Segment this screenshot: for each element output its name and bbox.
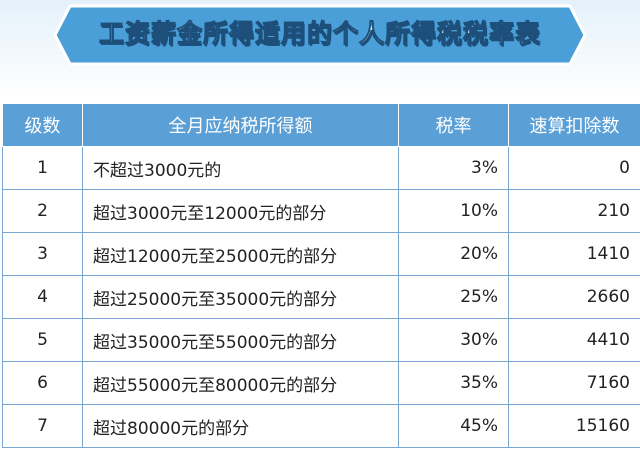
table-cell: 210 (508, 189, 640, 233)
table-cell: 35% (398, 361, 509, 405)
table-row: 2 超过3000元至12000元的部分 10% 210 (2, 189, 640, 233)
table-row: 1 不超过3000元的 3% 0 (2, 146, 640, 190)
table-cell: 6 (2, 361, 83, 405)
table-cell: 超过12000元至25000元的部分 (82, 232, 399, 276)
table-cell: 2 (2, 189, 83, 233)
title-banner (0, 0, 640, 100)
table-row: 7 超过80000元的部分 45% 15160 (2, 404, 640, 448)
header-row: 级数 全月应纳税所得额 税率 速算扣除数 (2, 103, 640, 147)
table-cell: 7 (2, 404, 83, 448)
table-cell: 25% (398, 275, 509, 319)
column-header: 级数 (2, 103, 83, 147)
table-cell: 4 (2, 275, 83, 319)
table-row: 3 超过12000元至25000元的部分 20% 1410 (2, 232, 640, 276)
table-cell: 超过3000元至12000元的部分 (82, 189, 399, 233)
column-header: 全月应纳税所得额 (82, 103, 399, 147)
title: 工资薪金所得适用的个人所得税税率表 (98, 19, 541, 49)
table-cell: 7160 (508, 361, 640, 405)
table-cell: 4410 (508, 318, 640, 362)
table-cell: 超过80000元的部分 (82, 404, 399, 448)
column-header: 税率 (398, 103, 509, 147)
table-row: 5 超过35000元至55000元的部分 30% 4410 (2, 318, 640, 362)
table-cell: 5 (2, 318, 83, 362)
table-cell: 10% (398, 189, 509, 233)
table-cell: 20% (398, 232, 509, 276)
table-cell: 3 (2, 232, 83, 276)
table-cell: 超过25000元至35000元的部分 (82, 275, 399, 319)
table-cell: 1 (2, 146, 83, 190)
table-cell: 不超过3000元的 (82, 146, 399, 190)
column-header: 速算扣除数 (508, 103, 640, 147)
table-cell: 2660 (508, 275, 640, 319)
table-cell: 超过35000元至55000元的部分 (82, 318, 399, 362)
table-cell: 0 (508, 146, 640, 190)
tax-table: 级数 全月应纳税所得额 税率 速算扣除数 1 不超过3000元的 3% 0 2 超过3000元至… (2, 103, 640, 448)
table-row: 6 超过55000元至80000元的部分 35% 7160 (2, 361, 640, 405)
table-cell: 30% (398, 318, 509, 362)
table-cell: 3% (398, 146, 509, 190)
table-cell: 超过55000元至80000元的部分 (82, 361, 399, 405)
table-cell: 15160 (508, 404, 640, 448)
table-row: 4 超过25000元至35000元的部分 25% 2660 (2, 275, 640, 319)
table-cell: 45% (398, 404, 509, 448)
table-cell: 1410 (508, 232, 640, 276)
